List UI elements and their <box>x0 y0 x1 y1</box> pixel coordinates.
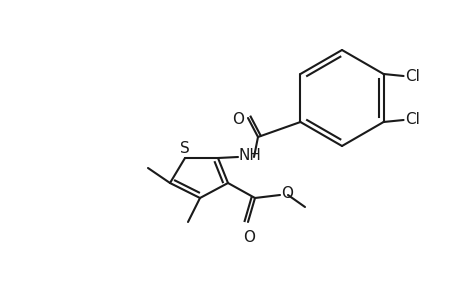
Text: S: S <box>180 141 190 156</box>
Text: O: O <box>280 187 292 202</box>
Text: O: O <box>231 112 243 128</box>
Text: NH: NH <box>239 148 261 164</box>
Text: Cl: Cl <box>405 112 420 128</box>
Text: Cl: Cl <box>405 68 420 83</box>
Text: O: O <box>242 230 254 245</box>
